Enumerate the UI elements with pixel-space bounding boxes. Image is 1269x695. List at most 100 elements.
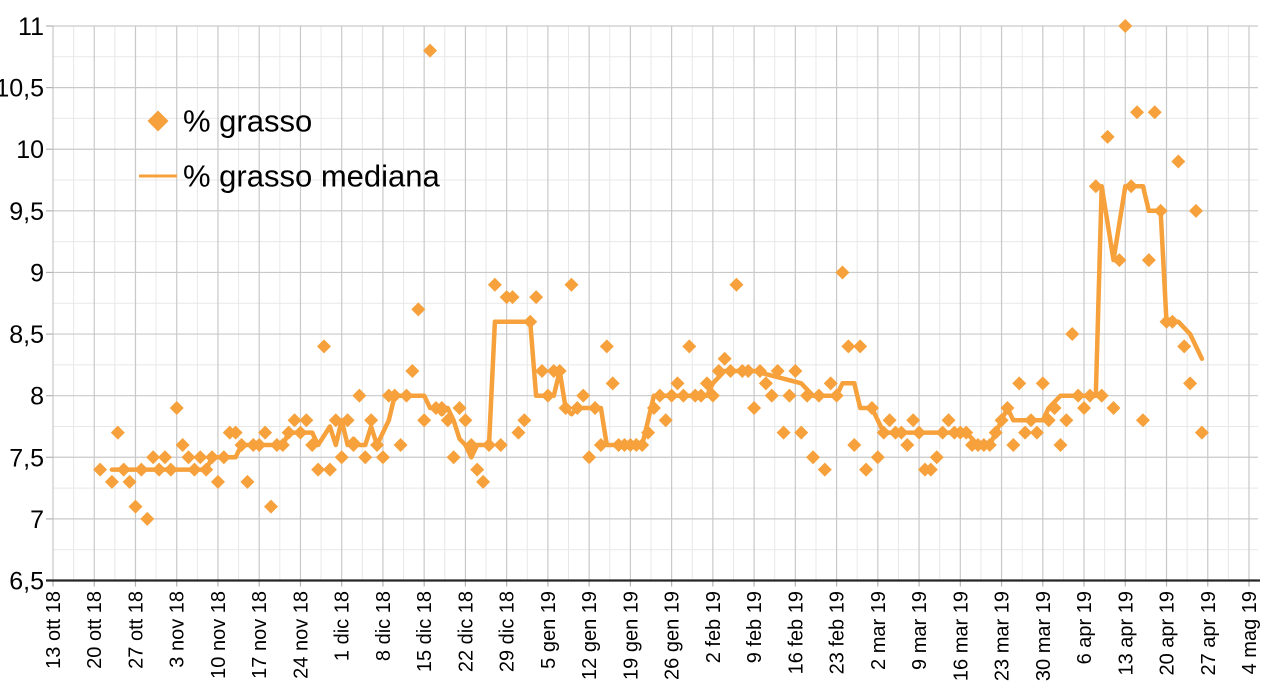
x-tick-label: 2 feb 19 (703, 591, 725, 663)
scatter-point (452, 400, 467, 415)
scatter-point (935, 425, 950, 440)
scatter-point (800, 388, 815, 403)
scatter-point (959, 425, 974, 440)
x-tick-label: 27 ott 18 (125, 591, 147, 669)
x-tick-label: 20 ott 18 (84, 591, 106, 669)
scatter-point (405, 364, 420, 379)
scatter-point (1041, 413, 1056, 428)
scatter-point (1124, 179, 1139, 194)
x-tick-label: 4 mag 19 (1239, 591, 1261, 674)
scatter-point (576, 388, 591, 403)
scatter-point (511, 425, 526, 440)
scatter-point (1035, 376, 1050, 391)
scatter-point (588, 400, 603, 415)
scatter-point (476, 474, 491, 489)
scatter-point (1012, 376, 1027, 391)
scatter-point (864, 400, 879, 415)
scatter-point (599, 339, 614, 354)
scatter-point (1082, 388, 1097, 403)
scatter-point (570, 400, 585, 415)
x-tick-label: 16 feb 19 (785, 591, 807, 674)
scatter-point (552, 364, 567, 379)
scatter-point (664, 388, 679, 403)
scatter-point (1188, 203, 1203, 218)
scatter-point (1071, 388, 1086, 403)
scatter-point (446, 450, 461, 465)
scatter-point (163, 462, 178, 477)
scatter-point (481, 437, 496, 452)
y-tick-label: 9,5 (9, 198, 44, 226)
scatter-point (122, 474, 137, 489)
scatter-point (110, 425, 125, 440)
scatter-point (829, 388, 844, 403)
scatter-point (1000, 400, 1015, 415)
scatter-point (806, 450, 821, 465)
scatter-point (505, 290, 520, 305)
scatter-point (152, 462, 167, 477)
scatter-point (305, 437, 320, 452)
legend-label-grasso: % grasso (183, 104, 312, 139)
scatter-point (847, 437, 862, 452)
scatter-point (582, 450, 597, 465)
scatter-point (929, 450, 944, 465)
scatter-point (1065, 327, 1080, 342)
scatter-point (1153, 203, 1168, 218)
scatter-point (210, 474, 225, 489)
x-tick-label: 26 gen 19 (662, 591, 684, 680)
legend-label-grasso-mediana: % grasso mediana (183, 159, 441, 194)
scatter-point (275, 437, 290, 452)
scatter-point (652, 388, 667, 403)
scatter-point (988, 425, 1003, 440)
y-tick-label: 9 (30, 259, 44, 287)
scatter-point (1029, 425, 1044, 440)
scatter-point (835, 265, 850, 280)
x-tick-label: 9 mar 19 (909, 591, 931, 670)
scatter-point (375, 450, 390, 465)
x-tick-label: 29 dic 18 (497, 591, 519, 672)
x-tick-label: 6 apr 19 (1074, 591, 1096, 664)
scatter-point (894, 425, 909, 440)
scatter-point (1094, 388, 1109, 403)
scatter-point (770, 364, 785, 379)
scatter-point (487, 277, 502, 292)
scatter-point (635, 437, 650, 452)
scatter-point (941, 413, 956, 428)
scatter-point (287, 413, 302, 428)
scatter-point (658, 413, 673, 428)
x-tick-label: 10 nov 18 (208, 591, 230, 679)
scatter-point (747, 400, 762, 415)
scatter-point (758, 376, 773, 391)
scatter-point (1194, 425, 1209, 440)
x-tick-label: 27 apr 19 (1198, 591, 1220, 676)
legend-diamond-icon (147, 110, 169, 132)
scatter-point (859, 462, 874, 477)
scatter-point (564, 277, 579, 292)
legend-item-grasso-mediana: % grasso mediana (139, 159, 441, 194)
scatter-point (234, 437, 249, 452)
scatter-point (1112, 253, 1127, 268)
y-tick-label: 10 (16, 136, 44, 164)
scatter-point (723, 364, 738, 379)
scatter-point (817, 462, 832, 477)
scatter-point (128, 499, 143, 514)
scatter-point (523, 314, 538, 329)
scatter-point (923, 462, 938, 477)
scatter-point (870, 450, 885, 465)
scatter-point (328, 413, 343, 428)
scatter-point (1141, 253, 1156, 268)
scatter-point (705, 388, 720, 403)
y-tick-label: 7 (30, 506, 44, 534)
scatter-point (346, 437, 361, 452)
scatter-point (1059, 413, 1074, 428)
scatter-point (417, 413, 432, 428)
scatter-point (299, 413, 314, 428)
scatter-point (352, 388, 367, 403)
scatter-point (794, 425, 809, 440)
median-line (109, 183, 1205, 472)
x-tick-label: 9 feb 19 (744, 591, 766, 663)
scatter-point (387, 388, 402, 403)
scatter-point (146, 450, 161, 465)
scatter-point (493, 437, 508, 452)
scatter-point (788, 364, 803, 379)
